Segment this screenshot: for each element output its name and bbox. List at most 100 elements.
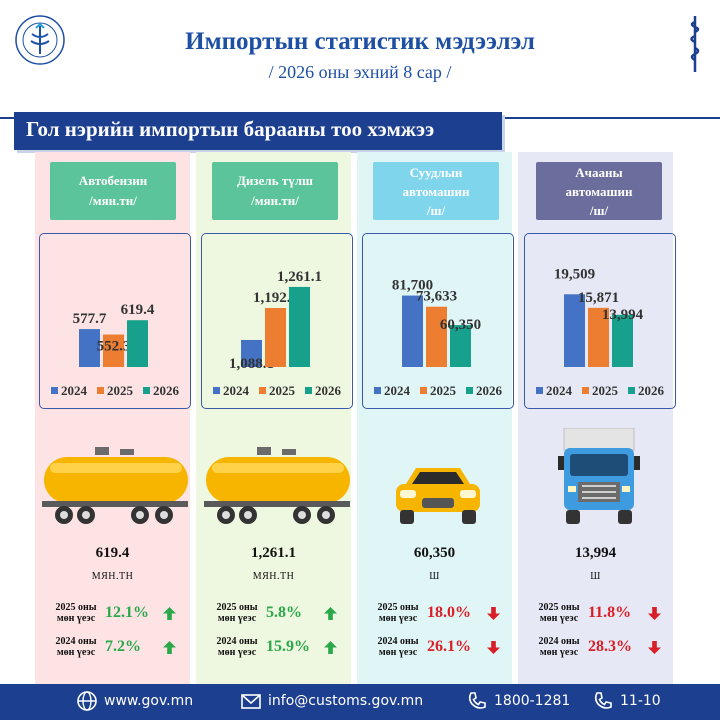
comparison-label: 2024 оны мөн үеэс <box>377 636 419 658</box>
unit-diesel: МЯН.ТН <box>252 571 295 582</box>
change-percent: 18.0% <box>427 604 471 621</box>
globe-icon <box>77 691 97 711</box>
mail-icon <box>241 694 261 709</box>
arrow-down-icon <box>648 607 661 620</box>
column-background-trucks <box>518 152 673 684</box>
arrow-up-icon <box>163 641 176 654</box>
bar-cars-2024 <box>402 295 423 367</box>
data-label-cars-2026: 60,350 <box>440 317 481 333</box>
data-label-trucks-2024: 19,509 <box>554 266 595 282</box>
bar-trucks-2025 <box>588 307 609 367</box>
column-background-diesel <box>196 152 351 684</box>
change-percent: 12.1% <box>105 604 149 621</box>
comparison-label: 2025 оны мөн үеэс <box>55 602 97 624</box>
data-label-diesel-2025: 1,192.4 <box>253 290 299 306</box>
category-label-gasoline: Автобензин/мян.тн/ <box>50 162 176 220</box>
legend-label-2026: 2026 <box>153 383 180 398</box>
truck-icon <box>558 428 640 524</box>
data-label-gasoline-2026: 619.4 <box>121 302 155 318</box>
footer-bar <box>0 684 720 720</box>
comparison-label: 2025 оны мөн үеэс <box>377 602 419 624</box>
legend-label-2026: 2026 <box>476 383 503 398</box>
change-percent: 7.2% <box>105 638 141 655</box>
data-label-cars-2024: 81,700 <box>392 278 433 294</box>
unit-cars: Ш <box>429 571 440 582</box>
comparison-label: 2024 оны мөн үеэс <box>216 636 258 658</box>
bar-cars-2026 <box>450 325 471 367</box>
data-label-gasoline-2025: 552.3 <box>97 339 131 355</box>
legend-label-2025: 2025 <box>107 383 134 398</box>
footer-website-link[interactable]: www.gov.mn <box>104 693 194 709</box>
bar-trucks-2024 <box>564 294 585 367</box>
bar-gasoline-2026 <box>127 320 148 367</box>
chart-frame-cars <box>362 233 514 409</box>
legend-label-2026: 2026 <box>638 383 665 398</box>
legend-label-2024: 2024 <box>546 383 573 398</box>
value-trucks: 13,994 <box>574 545 617 561</box>
bar-diesel-2024 <box>241 339 262 367</box>
arrow-down-icon <box>487 641 500 654</box>
bar-chart-diesel: 1,088.1 1,192.4 1,261.1 2024 2025 2026 <box>213 269 342 398</box>
legend-swatch-2024 <box>213 387 220 394</box>
fuel-tanker-icon <box>42 447 188 524</box>
footer-phone-1[interactable]: 1800-1281 <box>494 693 571 709</box>
legend-swatch-2024 <box>536 387 543 394</box>
legend-label-2026: 2026 <box>315 383 342 398</box>
chart-frame-trucks <box>524 233 676 409</box>
phone-icon <box>468 692 486 709</box>
legend-swatch-2026 <box>466 387 473 394</box>
data-label-diesel-2026: 1,261.1 <box>277 269 322 285</box>
comparison-label: 2025 оны мөн үеэс <box>216 602 258 624</box>
legend-swatch-2024 <box>51 387 58 394</box>
data-label-diesel-2024: 1,088.1 <box>229 356 274 372</box>
legend-swatch-2024 <box>374 387 381 394</box>
car-icon <box>396 468 480 524</box>
change-percent: 26.1% <box>427 638 471 655</box>
data-label-trucks-2025: 15,871 <box>578 290 619 306</box>
legend-swatch-2026 <box>628 387 635 394</box>
page-title: Импортын статистик мэдээлэл <box>185 28 535 55</box>
footer-phone-2[interactable]: 11-10 <box>620 693 661 709</box>
bar-trucks-2026 <box>612 314 633 367</box>
data-label-cars-2025: 73,633 <box>416 289 457 305</box>
value-diesel: 1,261.1 <box>251 545 296 561</box>
legend-swatch-2025 <box>97 387 104 394</box>
unit-gasoline: МЯН.ТН <box>91 571 134 582</box>
legend-swatch-2025 <box>259 387 266 394</box>
column-background-cars <box>357 152 512 684</box>
legend-label-2025: 2025 <box>430 383 457 398</box>
customs-emblem-icon <box>15 15 65 65</box>
legend-swatch-2026 <box>305 387 312 394</box>
data-label-trucks-2026: 13,994 <box>602 307 644 323</box>
arrow-up-icon <box>324 641 337 654</box>
arrow-down-icon <box>648 641 661 654</box>
chart-frame-diesel <box>201 233 353 409</box>
bar-gasoline-2024 <box>79 329 100 367</box>
category-label-diesel: Дизель түлш/мян.тн/ <box>212 162 338 220</box>
bar-cars-2025 <box>426 306 447 367</box>
fuel-tanker-icon <box>204 447 350 524</box>
category-label-trucks: Ачааны автомашин/ш/ <box>536 162 662 220</box>
column-background-gasoline <box>35 152 190 684</box>
change-percent: 11.8% <box>588 604 632 621</box>
comparison-label: 2024 оны мөн үеэс <box>55 636 97 658</box>
category-label-cars: Суудлын автомашин/ш/ <box>373 162 499 220</box>
legend-swatch-2025 <box>582 387 589 394</box>
legend-label-2024: 2024 <box>384 383 411 398</box>
change-percent: 28.3% <box>588 638 632 655</box>
legend-label-2025: 2025 <box>269 383 296 398</box>
footer-email-link[interactable]: info@customs.gov.mn <box>268 693 424 709</box>
arrow-up-icon <box>324 607 337 620</box>
legend-swatch-2026 <box>143 387 150 394</box>
bar-chart-gasoline: 577.7 552.3 619.4 2024 2025 2026 <box>51 302 180 398</box>
legend-label-2024: 2024 <box>61 383 88 398</box>
section-banner <box>14 112 502 150</box>
bar-diesel-2025 <box>265 307 286 367</box>
change-percent: 5.8% <box>266 604 302 621</box>
mongolian-script-icon <box>690 16 700 72</box>
legend-label-2025: 2025 <box>592 383 619 398</box>
phone-icon <box>594 692 612 709</box>
value-cars: 60,350 <box>413 545 456 561</box>
legend-label-2024: 2024 <box>223 383 250 398</box>
